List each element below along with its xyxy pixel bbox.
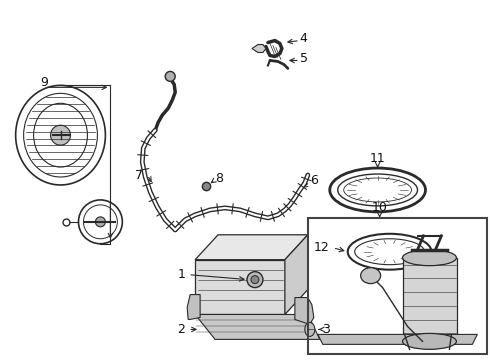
Text: 9: 9 <box>41 76 49 89</box>
Text: 5: 5 <box>300 52 308 65</box>
Ellipse shape <box>165 71 175 81</box>
Text: 10: 10 <box>372 201 388 215</box>
Ellipse shape <box>50 125 71 145</box>
Polygon shape <box>285 235 308 315</box>
Text: 12: 12 <box>314 241 330 254</box>
Text: 7: 7 <box>135 168 143 181</box>
Polygon shape <box>195 235 308 260</box>
Ellipse shape <box>403 333 456 349</box>
Polygon shape <box>318 334 477 345</box>
Text: 1: 1 <box>177 268 185 281</box>
Text: 4: 4 <box>300 32 308 45</box>
Text: 3: 3 <box>322 323 330 336</box>
Ellipse shape <box>247 272 263 288</box>
Text: 2: 2 <box>177 323 185 336</box>
Polygon shape <box>195 315 320 339</box>
Text: 6: 6 <box>310 174 318 186</box>
Text: 11: 11 <box>370 152 386 165</box>
Bar <box>308 218 488 354</box>
Ellipse shape <box>361 268 381 284</box>
Polygon shape <box>195 260 285 315</box>
Polygon shape <box>295 298 314 324</box>
Ellipse shape <box>96 217 105 227</box>
Ellipse shape <box>305 323 315 336</box>
Polygon shape <box>187 294 200 319</box>
Text: 8: 8 <box>215 171 223 185</box>
Ellipse shape <box>251 276 259 284</box>
Polygon shape <box>252 45 266 53</box>
Ellipse shape <box>403 250 456 266</box>
Bar <box>403 258 457 342</box>
